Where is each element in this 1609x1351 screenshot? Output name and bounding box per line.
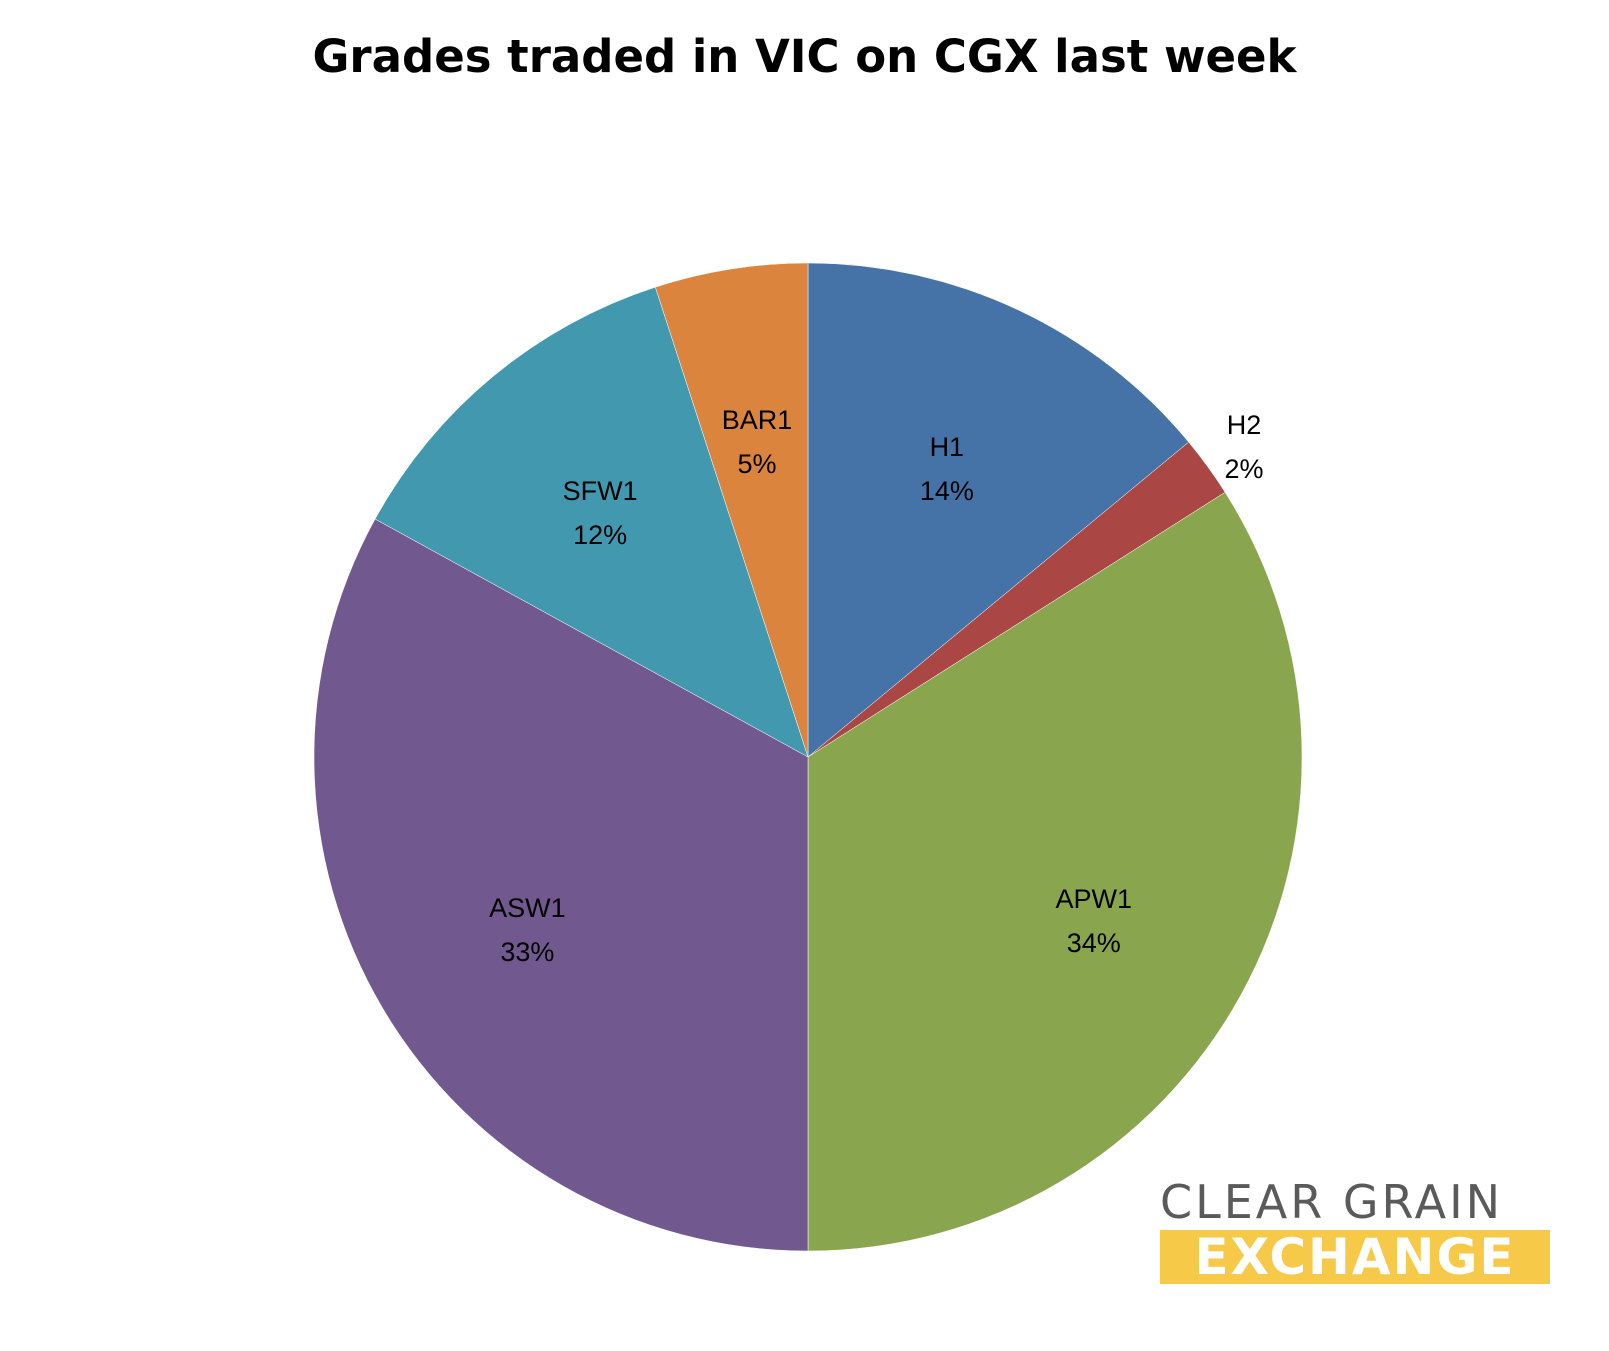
slice-pct-apw1: 34% bbox=[1067, 928, 1121, 958]
slice-pct-h1: 14% bbox=[920, 476, 974, 506]
slice-label-apw1: APW1 bbox=[1055, 884, 1132, 914]
slice-label-bar1: BAR1 bbox=[722, 405, 793, 435]
slice-label-h2: H2 bbox=[1227, 410, 1262, 440]
logo-line1: CLEAR GRAIN bbox=[1160, 1175, 1504, 1229]
clear-grain-exchange-logo: CLEAR GRAIN EXCHANGE bbox=[1160, 1176, 1550, 1284]
pie-slice-bar1 bbox=[655, 262, 809, 758]
slice-label-h1: H1 bbox=[930, 432, 965, 462]
pie-slice-apw1 bbox=[807, 491, 1303, 1252]
pie-slice-h1 bbox=[807, 262, 1189, 758]
slice-pct-bar1: 5% bbox=[737, 449, 776, 479]
slice-pct-asw1: 33% bbox=[500, 937, 554, 967]
slice-label-sfw1: SFW1 bbox=[563, 476, 638, 506]
slice-pct-sfw1: 12% bbox=[573, 520, 627, 550]
pie-slices bbox=[313, 262, 1303, 1252]
pie-slice-asw1 bbox=[313, 518, 809, 1252]
pie-slice-sfw1 bbox=[374, 286, 809, 758]
slice-pct-h2: 2% bbox=[1225, 454, 1264, 484]
slice-label-asw1: ASW1 bbox=[489, 893, 566, 923]
chart-title: Grades traded in VIC on CGX last week bbox=[312, 30, 1297, 83]
logo-line2: EXCHANGE bbox=[1160, 1230, 1550, 1284]
pie-labels: H1 14% H2 2% APW1 34% ASW1 33% SFW1 12% BAR1 5% bbox=[489, 405, 1263, 967]
